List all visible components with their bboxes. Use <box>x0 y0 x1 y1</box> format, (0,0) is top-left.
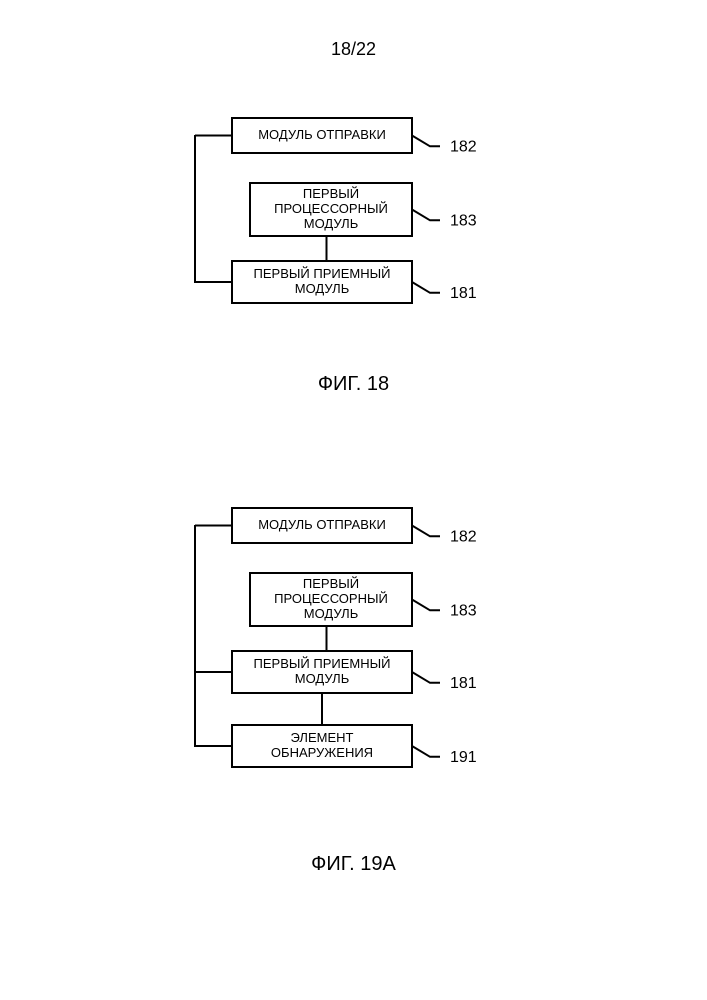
ref-label-recv: 181 <box>450 675 477 692</box>
figure-caption: ФИГ. 19A <box>311 853 396 875</box>
block-recv-label: ПЕРВЫЙ ПРИЕМНЫЙ <box>254 656 391 671</box>
ref-lead-send <box>412 136 440 147</box>
block-recv-label: МОДУЛЬ <box>295 281 350 296</box>
ref-lead-recv <box>412 672 440 683</box>
ref-label-send: 182 <box>450 528 477 545</box>
block-proc-label: ПРОЦЕССОРНЫЙ <box>274 201 388 216</box>
block-send-label: МОДУЛЬ ОТПРАВКИ <box>258 517 386 532</box>
block-proc-label: ПЕРВЫЙ <box>303 576 359 591</box>
ref-label-detect: 191 <box>450 749 477 766</box>
ref-label-proc: 183 <box>450 602 477 619</box>
block-detect-label: ЭЛЕМЕНТ <box>291 730 354 745</box>
block-recv-label: ПЕРВЫЙ ПРИЕМНЫЙ <box>254 266 391 281</box>
block-proc-label: ПЕРВЫЙ <box>303 186 359 201</box>
block-send-label: МОДУЛЬ ОТПРАВКИ <box>258 127 386 142</box>
page-number: 18/22 <box>331 39 376 59</box>
block-detect-label: ОБНАРУЖЕНИЯ <box>271 745 373 760</box>
ref-lead-send <box>412 526 440 537</box>
ref-label-send: 182 <box>450 138 477 155</box>
block-recv-label: МОДУЛЬ <box>295 671 350 686</box>
ref-label-proc: 183 <box>450 212 477 229</box>
ref-lead-detect <box>412 746 440 757</box>
ref-lead-recv <box>412 282 440 293</box>
ref-label-recv: 181 <box>450 285 477 302</box>
ref-lead-proc <box>412 600 440 611</box>
figure-caption: ФИГ. 18 <box>318 373 389 395</box>
ref-lead-proc <box>412 210 440 221</box>
block-proc-label: ПРОЦЕССОРНЫЙ <box>274 591 388 606</box>
block-proc-label: МОДУЛЬ <box>304 216 359 231</box>
diagram-canvas: 18/22МОДУЛЬ ОТПРАВКИ182ПЕРВЫЙПРОЦЕССОРНЫ… <box>0 0 707 1000</box>
block-proc-label: МОДУЛЬ <box>304 606 359 621</box>
